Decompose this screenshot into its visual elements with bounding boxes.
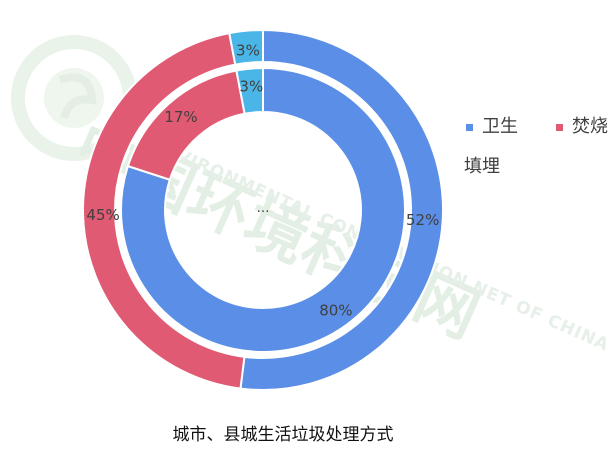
ring-0-label-2: 3%	[236, 42, 260, 60]
ring-1-label-0: 80%	[319, 301, 352, 319]
legend-swatch-0	[466, 124, 473, 131]
legend-swatch-1	[556, 124, 563, 131]
center-label: …	[257, 201, 270, 216]
ring-0-label-1: 45%	[86, 206, 119, 224]
chart-title: 城市、县城生活垃圾处理方式	[173, 425, 394, 445]
legend: 卫生填埋 焚烧	[464, 116, 608, 177]
ring-0-label-0: 52%	[406, 211, 439, 229]
ring-1-label-1: 17%	[164, 108, 197, 126]
slice-labels: 52% 45% 3% 80% 17% 3%	[86, 42, 439, 320]
ring-1-slice-2	[235, 66, 264, 115]
ring-0-slice-2	[228, 28, 264, 66]
ring-1-label-2: 3%	[239, 78, 263, 96]
ring-0-slice-0	[239, 28, 444, 391]
legend-label-0: 卫生填埋	[464, 116, 518, 177]
donut-rings	[82, 28, 444, 391]
ring-1-slice-0	[120, 66, 406, 353]
legend-label-1: 焚烧	[572, 116, 608, 137]
